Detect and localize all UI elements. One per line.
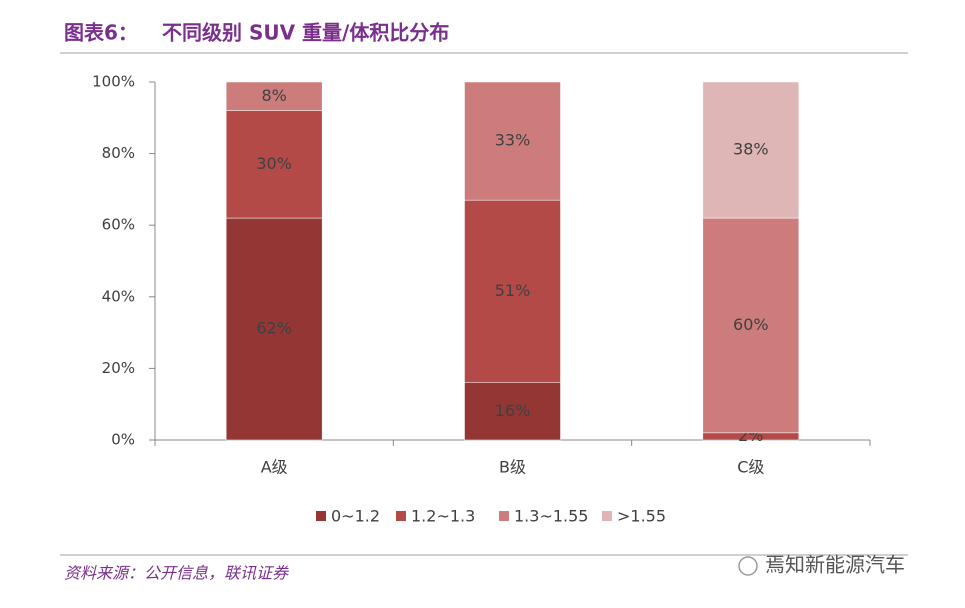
legend-label: 0~1.2 (331, 507, 380, 526)
bar-segment (702, 81, 800, 219)
x-tick-label: C级 (737, 458, 764, 477)
data-label: 33% (495, 131, 531, 150)
data-label: 8% (261, 86, 286, 105)
legend-label: >1.55 (617, 507, 666, 526)
data-label: 62% (256, 319, 292, 338)
y-tick-label: 0% (111, 431, 135, 449)
bar-segment (225, 110, 323, 219)
bar-segment (464, 199, 561, 383)
legend-swatch (499, 511, 509, 521)
source-note: 资料来源：公开信息，联讯证券 (64, 564, 290, 583)
x-tick-label: A级 (261, 458, 288, 477)
y-tick-label: 100% (92, 73, 135, 91)
legend-swatch (602, 511, 612, 521)
data-label: 51% (495, 281, 531, 300)
y-tick-label: 80% (102, 144, 135, 162)
legend-swatch (396, 511, 406, 521)
bar-segment (464, 81, 561, 201)
bar-segment (702, 217, 800, 434)
x-tick-label: B级 (499, 458, 526, 477)
y-tick-label: 20% (102, 359, 135, 377)
data-label: 38% (733, 140, 769, 159)
watermark: 焉知新能源汽车 (765, 553, 905, 577)
data-label: 16% (495, 401, 531, 420)
y-tick-label: 40% (102, 287, 135, 305)
bar-segment (464, 382, 561, 441)
data-label: 60% (733, 315, 769, 334)
chart-title: 不同级别 SUV 重量/体积比分布 (162, 21, 449, 45)
watermark-icon (738, 556, 758, 576)
data-label: 30% (256, 154, 292, 173)
legend-swatch (316, 511, 326, 521)
legend-label: 1.3~1.55 (514, 507, 588, 526)
legend-label: 1.2~1.3 (411, 507, 475, 526)
bar-segment (225, 81, 323, 111)
bar-segment (225, 217, 323, 441)
figure-label: 图表6： (64, 21, 138, 45)
y-tick-label: 60% (102, 216, 135, 234)
